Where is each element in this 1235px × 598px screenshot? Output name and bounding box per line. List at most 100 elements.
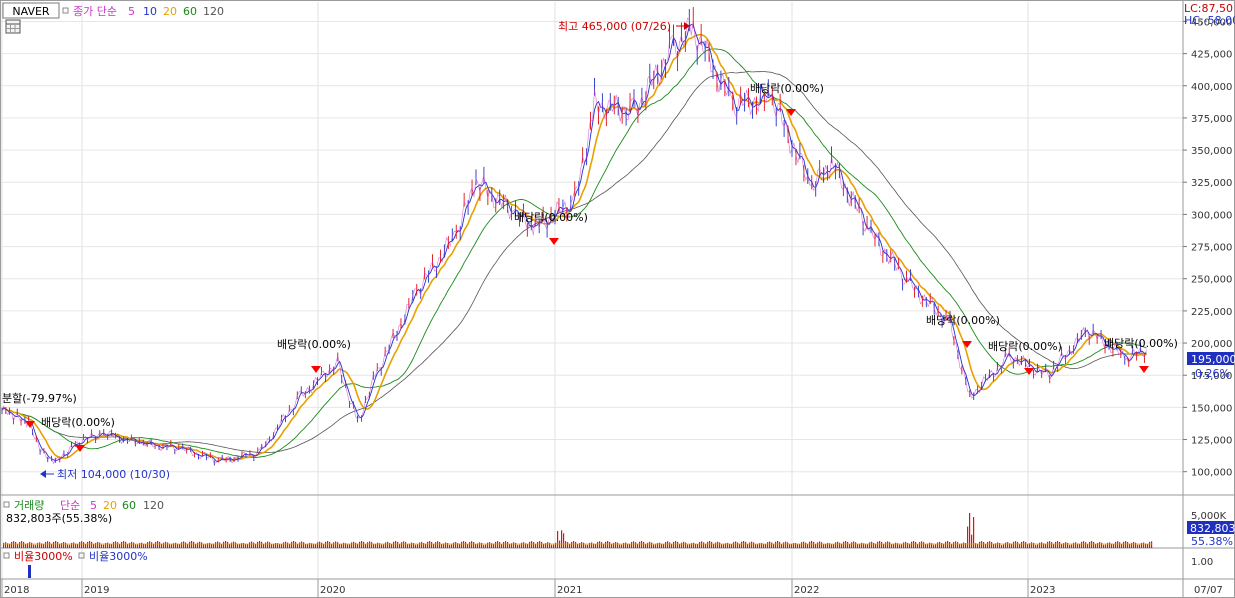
volume-bar (823, 544, 825, 548)
volume-bar (203, 544, 205, 548)
volume-bar (363, 541, 365, 548)
volume-bar (477, 543, 479, 548)
volume-bar (1093, 541, 1095, 548)
volume-bar (69, 544, 71, 548)
x-tick-label: 2020 (320, 585, 345, 596)
volume-bar (439, 542, 441, 548)
volume-bar (855, 542, 857, 548)
volume-bar (483, 544, 485, 548)
volume-bar (197, 542, 199, 548)
volume-bar (5, 542, 7, 548)
y-tick-label: 175,000 (1191, 371, 1232, 382)
volume-bar (419, 542, 421, 548)
volume-bar (327, 541, 329, 548)
volume-bar (79, 541, 81, 548)
volume-bar (1015, 541, 1017, 548)
volume-bar (1023, 541, 1025, 548)
volume-bar (837, 541, 839, 548)
ma-60-label: 60 (183, 5, 197, 18)
volume-bar (491, 543, 493, 548)
volume-bar (121, 541, 123, 548)
volume-bar (879, 541, 881, 548)
volume-bar (1137, 544, 1139, 548)
volume-bar (873, 542, 875, 548)
volume-bar (821, 542, 823, 548)
calendar-icon[interactable] (5, 19, 21, 34)
volume-bar (431, 541, 433, 548)
volume-bar (331, 543, 333, 548)
volume-bar (1149, 541, 1151, 548)
volume-bar (629, 543, 631, 548)
current-price: 195,000 (1191, 353, 1235, 366)
volume-bar (275, 542, 277, 548)
ratio-legend-icon[interactable] (3, 552, 10, 559)
volume-bar (337, 542, 339, 548)
volume-bar (705, 543, 707, 548)
volume-bar (721, 544, 723, 548)
volume-bar (877, 541, 879, 548)
volume-bar (377, 542, 379, 548)
volume-bar (1135, 542, 1137, 548)
volume-bar (987, 542, 989, 548)
ticker-box[interactable] (2, 2, 60, 19)
volume-bar (345, 543, 347, 548)
volume-bar (299, 542, 301, 548)
volume-bar (699, 542, 701, 548)
volume-bar (1115, 541, 1117, 548)
volume-bar (153, 543, 155, 548)
y-tick-label: 100,000 (1191, 468, 1232, 479)
volume-bar (1099, 542, 1101, 548)
volume-bar (157, 541, 159, 548)
volume-bar (267, 541, 269, 548)
volume-bar (593, 543, 595, 548)
volume-bar (265, 542, 267, 548)
volume-bar (713, 543, 715, 548)
volume-bar (603, 543, 605, 548)
volume-bar (791, 544, 793, 548)
y-tick-label: 125,000 (1191, 436, 1232, 447)
volume-bar (1121, 543, 1123, 548)
volume-bar (883, 544, 885, 548)
volume-bar (361, 541, 363, 548)
volume-legend-icon[interactable] (3, 501, 10, 508)
volume-bar (661, 543, 663, 548)
volume-ma-label: 단순 (60, 499, 80, 512)
ma-5-label: 5 (128, 5, 135, 18)
volume-bar (41, 543, 43, 548)
volume-bar (903, 542, 905, 548)
ratio-legend-icon-2[interactable] (78, 552, 85, 559)
volume-bar (615, 541, 617, 548)
volume-bar (553, 544, 555, 548)
volume-bar (881, 541, 883, 548)
volume-bar (959, 544, 961, 548)
volume-bar (795, 543, 797, 548)
volume-bar (601, 542, 603, 548)
volume-bar (941, 542, 943, 548)
volume-bar (717, 541, 719, 548)
volume-bar (359, 541, 361, 548)
volume-bar (393, 541, 395, 548)
volume-bar (389, 542, 391, 548)
volume-bar (633, 541, 635, 548)
volume-bar (577, 544, 579, 548)
volume-ma-20: 20 (103, 499, 117, 512)
y-tick-label: 375,000 (1191, 114, 1232, 125)
volume-bar (441, 544, 443, 548)
volume-bar (61, 543, 63, 548)
volume-bar (617, 542, 619, 548)
volume-bar (181, 542, 183, 548)
volume-bar (93, 543, 95, 548)
legend-settings-icon[interactable] (62, 7, 69, 14)
volume-bar (943, 543, 945, 548)
volume-bar (531, 541, 533, 548)
volume-bar (857, 544, 859, 548)
volume-bar (365, 543, 367, 548)
y-tick-label: 425,000 (1191, 50, 1232, 61)
volume-bar (335, 541, 337, 548)
volume-bar (861, 542, 863, 548)
volume-bar (977, 543, 979, 548)
volume-bar (349, 544, 351, 548)
volume-bar (749, 542, 751, 548)
volume-bar (545, 543, 547, 548)
volume-bar (207, 543, 209, 548)
